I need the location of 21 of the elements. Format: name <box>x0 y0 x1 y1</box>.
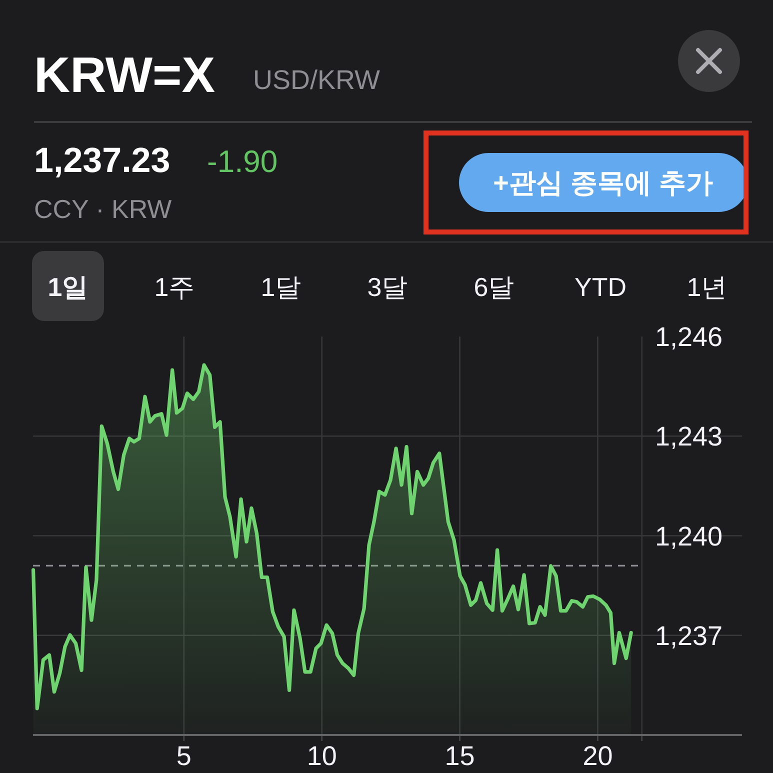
text: 3달 <box>367 272 408 302</box>
chart-title: KRW=X <box>34 47 216 103</box>
text: YTD <box>574 272 626 302</box>
y-tick-label: 1,246 <box>655 322 723 352</box>
y-tick-label: 1,237 <box>655 620 723 651</box>
text: 1년 <box>686 272 728 302</box>
text: +관심 종목에 추가 <box>493 168 713 198</box>
chart-subtitle: USD/KRW <box>253 65 381 95</box>
x-tick-label: 10 <box>306 741 337 771</box>
x-tick-label: 5 <box>176 741 192 771</box>
text: 1일 <box>48 272 88 302</box>
text: 1달 <box>260 272 302 302</box>
x-tick-label: 15 <box>444 741 475 771</box>
text: -1.90 <box>207 144 278 179</box>
x-tick-label: 20 <box>582 741 613 771</box>
y-tick-label: 1,240 <box>655 521 723 552</box>
y-tick-label: 1,243 <box>655 422 723 452</box>
text: 1,237.23 <box>34 141 170 180</box>
text: CCY · KRW <box>34 194 172 224</box>
text: 6달 <box>474 272 514 302</box>
text: 1주 <box>154 272 195 302</box>
